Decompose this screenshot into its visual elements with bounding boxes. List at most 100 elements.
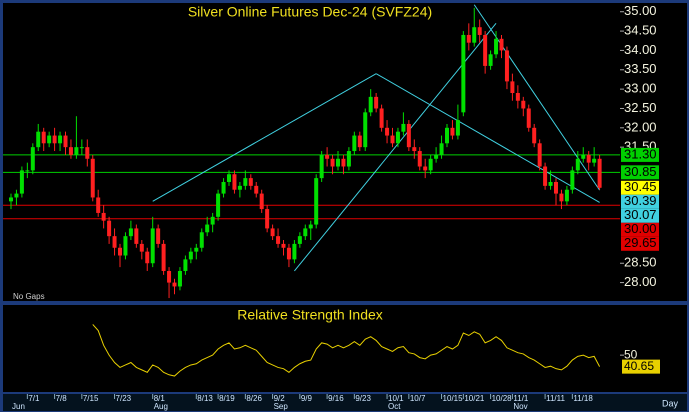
y-tick-label: 34.50 bbox=[624, 23, 657, 38]
candle-body bbox=[194, 247, 199, 252]
candle-body bbox=[374, 96, 379, 109]
rsi-label-bg bbox=[622, 359, 660, 374]
candle-body bbox=[461, 34, 466, 113]
x-tick-label: 10/21 bbox=[464, 394, 485, 403]
trendline bbox=[375, 73, 600, 203]
x-tick-label: 7/15 bbox=[83, 394, 99, 403]
price-label: 30.07 bbox=[624, 207, 657, 222]
price-label: 30.00 bbox=[624, 221, 657, 236]
x-tick-label: 7/1 bbox=[28, 394, 40, 403]
rsi-tick-label: 50 bbox=[624, 347, 638, 361]
candle-body bbox=[112, 236, 117, 248]
candle-body bbox=[352, 135, 357, 152]
candle-body bbox=[510, 81, 515, 93]
candle-body bbox=[19, 170, 24, 194]
candle-body bbox=[548, 181, 553, 186]
y-tick-label: 35.00 bbox=[624, 3, 657, 18]
x-tick-label: 8/26 bbox=[246, 394, 262, 403]
candle-body bbox=[395, 131, 400, 144]
x-tick-label: 10/1 bbox=[388, 394, 404, 403]
note: No Gaps bbox=[13, 292, 45, 301]
price-label: 30.39 bbox=[624, 193, 657, 208]
x-tick-label: 11/1 bbox=[513, 394, 529, 403]
candle-body bbox=[128, 228, 133, 237]
candle-body bbox=[434, 154, 439, 159]
x-tick-label: 8/1 bbox=[154, 394, 166, 403]
y-tick-label: 33.50 bbox=[624, 61, 657, 76]
price-label: 29.65 bbox=[624, 235, 657, 250]
candle-body bbox=[134, 228, 139, 244]
price-label-bg bbox=[621, 180, 659, 195]
candle-body bbox=[494, 38, 499, 55]
candle-body bbox=[30, 147, 35, 171]
candle-body bbox=[314, 178, 319, 225]
candle-body bbox=[150, 228, 155, 264]
candle-body bbox=[41, 131, 46, 144]
candle-body bbox=[205, 224, 210, 233]
rsi-last-label: 40.65 bbox=[624, 359, 654, 373]
candle-body bbox=[14, 193, 19, 198]
candle-body bbox=[341, 158, 346, 167]
candle-body bbox=[221, 181, 226, 194]
candle-body bbox=[308, 224, 313, 229]
price-label-bg bbox=[621, 208, 659, 223]
candle-body bbox=[9, 197, 13, 202]
x-tick-label: 10/15 bbox=[443, 394, 464, 403]
x-tick-label: 8/19 bbox=[219, 394, 235, 403]
x-tick-label: 9/23 bbox=[355, 394, 371, 403]
candle-body bbox=[74, 147, 79, 155]
candle-body bbox=[592, 158, 597, 163]
x-tick-label: 10/28 bbox=[492, 394, 513, 403]
candle-body bbox=[581, 154, 586, 159]
plot-layer: 35.0034.5034.0033.5033.0032.5032.0031.50… bbox=[3, 3, 660, 411]
candle-body bbox=[336, 158, 340, 167]
candle-body bbox=[118, 247, 122, 256]
candle-body bbox=[123, 236, 128, 256]
candle-body bbox=[172, 282, 177, 287]
candle-body bbox=[177, 270, 182, 287]
rsi-panel bbox=[3, 305, 621, 392]
rsi-axis bbox=[621, 305, 687, 392]
candle-body bbox=[521, 100, 526, 109]
candle-body bbox=[554, 181, 558, 194]
month-label: Aug bbox=[154, 402, 168, 411]
candle-body bbox=[232, 174, 237, 190]
candle-body bbox=[526, 108, 531, 128]
candle-body bbox=[499, 38, 504, 51]
candle-body bbox=[58, 135, 63, 144]
candle-body bbox=[439, 143, 444, 155]
candle-body bbox=[259, 193, 264, 210]
candle-body bbox=[575, 158, 580, 171]
candle-body bbox=[90, 158, 95, 198]
candle-body bbox=[36, 131, 41, 148]
price-label: 31.30 bbox=[624, 146, 657, 161]
candle-body bbox=[237, 185, 242, 190]
candle-body bbox=[243, 178, 248, 186]
candle-body bbox=[47, 135, 52, 144]
month-label: Jun bbox=[12, 402, 25, 411]
price-label-bg bbox=[621, 194, 659, 209]
candle-body bbox=[254, 185, 259, 194]
candle-body bbox=[188, 251, 193, 260]
rsi-title: Relative Strength Index bbox=[237, 307, 383, 323]
candle-body bbox=[25, 170, 30, 172]
period-label: Day bbox=[662, 398, 679, 408]
candle-body bbox=[139, 243, 144, 252]
y-tick-label: 33.00 bbox=[624, 81, 657, 96]
candle-body bbox=[297, 236, 302, 244]
price-label-bg bbox=[621, 236, 659, 251]
candle-body bbox=[483, 34, 488, 66]
candle-body bbox=[161, 243, 166, 271]
price-label-bg bbox=[621, 165, 659, 180]
candle-body bbox=[423, 166, 428, 171]
x-tick-label: 11/18 bbox=[573, 394, 593, 403]
candle-body bbox=[346, 151, 351, 167]
candle-body bbox=[85, 147, 90, 159]
candle-body bbox=[325, 154, 330, 159]
candle-body bbox=[286, 247, 291, 260]
y-tick-label: 28.50 bbox=[624, 255, 657, 270]
y-tick-label: 32.00 bbox=[624, 119, 657, 134]
candle-body bbox=[455, 120, 460, 136]
candle-body bbox=[227, 174, 231, 182]
